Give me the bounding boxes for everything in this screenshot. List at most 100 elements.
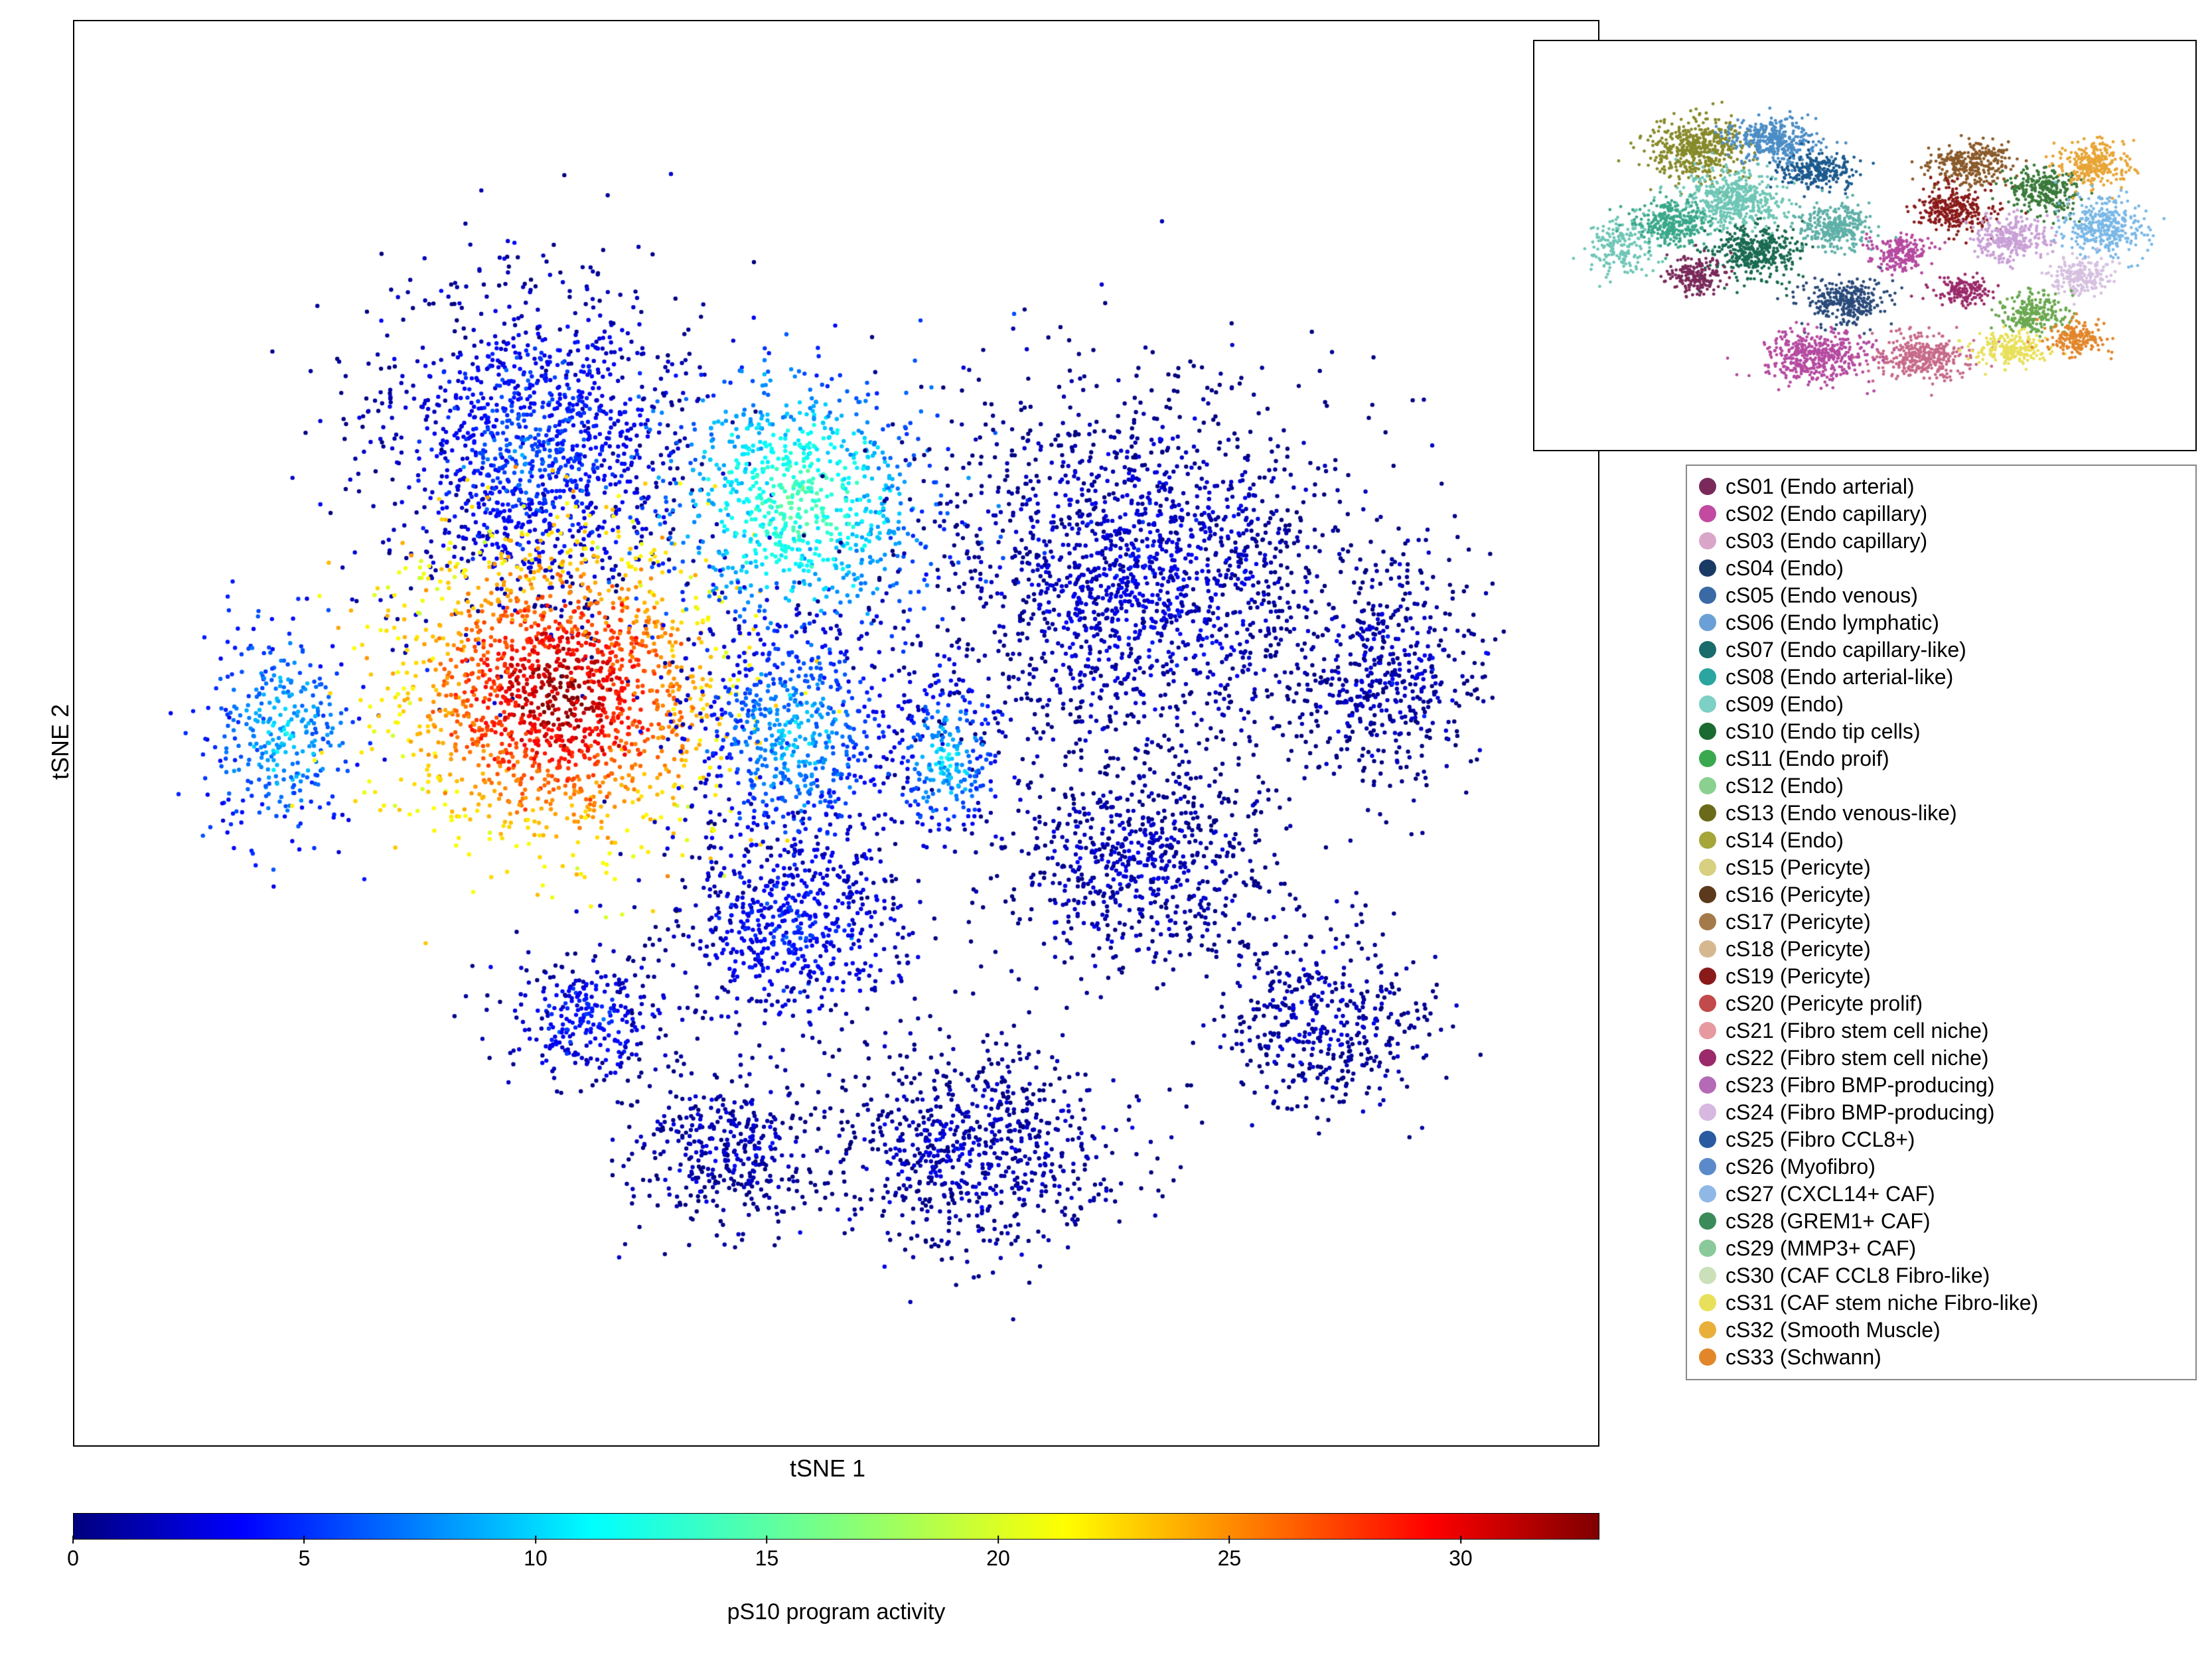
legend-label: cS25 (Fibro CCL8+) <box>1726 1129 1915 1150</box>
colorbar-ticks: 051015202530 <box>73 1540 1599 1573</box>
colorbar-tick: 10 <box>524 1540 548 1571</box>
legend-swatch-icon <box>1699 559 1716 577</box>
legend-label: cS05 (Endo venous) <box>1726 585 1918 606</box>
legend-item: cS21 (Fibro stem cell niche) <box>1699 1017 2183 1044</box>
legend-swatch-icon <box>1699 940 1716 958</box>
legend-item: cS09 (Endo) <box>1699 690 2183 717</box>
legend-label: cS26 (Myofibro) <box>1726 1156 1876 1177</box>
legend-label: cS20 (Pericyte prolif) <box>1726 993 1923 1014</box>
legend-item: cS25 (Fibro CCL8+) <box>1699 1125 2183 1153</box>
legend-label: cS24 (Fibro BMP-producing) <box>1726 1102 1994 1123</box>
tsne-main-canvas <box>74 21 1598 1445</box>
legend-item: cS23 (Fibro BMP-producing) <box>1699 1071 2183 1098</box>
legend-item: cS07 (Endo capillary-like) <box>1699 636 2183 663</box>
tsne-inset-plot <box>1533 40 2197 451</box>
legend-label: cS21 (Fibro stem cell niche) <box>1726 1020 1989 1041</box>
figure-container: tSNE 2 tSNE 1 cS01 (Endo arterial) cS02 (… <box>0 0 2212 1659</box>
legend-label: cS30 (CAF CCL8 Fibro-like) <box>1726 1265 1990 1286</box>
legend-swatch-icon <box>1699 587 1716 604</box>
colorbar-tick: 30 <box>1449 1540 1473 1571</box>
legend-label: cS10 (Endo tip cells) <box>1726 721 1920 742</box>
legend-label: cS07 (Endo capillary-like) <box>1726 639 1966 660</box>
legend-swatch-icon <box>1699 614 1716 631</box>
legend-item: cS05 (Endo venous) <box>1699 581 2183 609</box>
legend-label: cS19 (Pericyte) <box>1726 966 1871 987</box>
legend-label: cS12 (Endo) <box>1726 775 1844 796</box>
legend-item: cS13 (Endo venous-like) <box>1699 799 2183 826</box>
legend-label: cS23 (Fibro BMP-producing) <box>1726 1074 1994 1096</box>
legend-swatch-icon <box>1699 1131 1716 1148</box>
legend-swatch-icon <box>1699 1158 1716 1175</box>
tsne-main-plot <box>73 20 1599 1447</box>
legend-label: cS15 (Pericyte) <box>1726 857 1871 878</box>
legend-item: cS02 (Endo capillary) <box>1699 500 2183 527</box>
legend-swatch-icon <box>1699 1076 1716 1094</box>
x-axis-label: tSNE 1 <box>790 1455 865 1482</box>
legend-swatch-icon <box>1699 913 1716 930</box>
legend-swatch-icon <box>1699 777 1716 794</box>
colorbar-label: pS10 program activity <box>73 1599 1599 1625</box>
legend-item: cS04 (Endo) <box>1699 554 2183 581</box>
legend-item: cS10 (Endo tip cells) <box>1699 717 2183 745</box>
legend-label: cS22 (Fibro stem cell niche) <box>1726 1047 1989 1068</box>
legend-item: cS18 (Pericyte) <box>1699 935 2183 962</box>
tsne-inset-canvas <box>1534 41 2195 450</box>
legend-swatch-icon <box>1699 1104 1716 1121</box>
legend-swatch-icon <box>1699 1240 1716 1257</box>
legend-label: cS08 (Endo arterial-like) <box>1726 666 1953 687</box>
legend-item: cS14 (Endo) <box>1699 826 2183 853</box>
colorbar-tick: 20 <box>986 1540 1010 1571</box>
legend-swatch-icon <box>1699 1185 1716 1202</box>
legend-label: cS06 (Endo lymphatic) <box>1726 612 1939 633</box>
legend-label: cS27 (CXCL14+ CAF) <box>1726 1183 1935 1204</box>
legend-swatch-icon <box>1699 1049 1716 1066</box>
legend-swatch-icon <box>1699 1022 1716 1039</box>
legend-item: cS29 (MMP3+ CAF) <box>1699 1234 2183 1262</box>
legend-item: cS17 (Pericyte) <box>1699 908 2183 935</box>
legend-label: cS33 (Schwann) <box>1726 1346 1881 1368</box>
legend-swatch-icon <box>1699 641 1716 658</box>
legend-label: cS31 (CAF stem niche Fibro-like) <box>1726 1292 2038 1313</box>
legend-swatch-icon <box>1699 505 1716 522</box>
legend-label: cS01 (Endo arterial) <box>1726 476 1915 497</box>
legend-item: cS20 (Pericyte prolif) <box>1699 989 2183 1017</box>
colorbar-tick: 25 <box>1218 1540 1242 1571</box>
legend-label: cS17 (Pericyte) <box>1726 911 1871 932</box>
legend-item: cS27 (CXCL14+ CAF) <box>1699 1180 2183 1207</box>
legend-item: cS12 (Endo) <box>1699 772 2183 799</box>
legend-label: cS32 (Smooth Muscle) <box>1726 1319 1941 1340</box>
legend-swatch-icon <box>1699 968 1716 985</box>
legend-item: cS33 (Schwann) <box>1699 1343 2183 1370</box>
legend-item: cS11 (Endo proif) <box>1699 745 2183 772</box>
legend-item: cS08 (Endo arterial-like) <box>1699 663 2183 690</box>
legend-label: cS14 (Endo) <box>1726 830 1844 851</box>
y-axis-label: tSNE 2 <box>46 704 74 780</box>
legend-item: cS03 (Endo capillary) <box>1699 527 2183 554</box>
legend-swatch-icon <box>1699 478 1716 495</box>
legend-label: cS13 (Endo venous-like) <box>1726 802 1957 824</box>
legend-item: cS15 (Pericyte) <box>1699 853 2183 881</box>
legend-swatch-icon <box>1699 1267 1716 1284</box>
legend-label: cS29 (MMP3+ CAF) <box>1726 1238 1916 1259</box>
legend-swatch-icon <box>1699 886 1716 903</box>
legend-item: cS26 (Myofibro) <box>1699 1153 2183 1180</box>
legend-swatch-icon <box>1699 1348 1716 1366</box>
legend-swatch-icon <box>1699 804 1716 822</box>
colorbar-tick: 15 <box>755 1540 779 1571</box>
legend-label: cS02 (Endo capillary) <box>1726 503 1927 524</box>
legend-item: cS01 (Endo arterial) <box>1699 472 2183 500</box>
cluster-legend: cS01 (Endo arterial) cS02 (Endo capillary… <box>1686 465 2197 1380</box>
colorbar-tick: 5 <box>299 1540 311 1571</box>
legend-swatch-icon <box>1699 532 1716 549</box>
legend-label: cS09 (Endo) <box>1726 693 1844 715</box>
legend-label: cS03 (Endo capillary) <box>1726 530 1927 551</box>
legend-swatch-icon <box>1699 831 1716 849</box>
legend-swatch-icon <box>1699 750 1716 767</box>
legend-swatch-icon <box>1699 1294 1716 1311</box>
legend-item: cS30 (CAF CCL8 Fibro-like) <box>1699 1262 2183 1289</box>
legend-label: cS11 (Endo proif) <box>1726 748 1889 769</box>
legend-swatch-icon <box>1699 723 1716 740</box>
legend-swatch-icon <box>1699 859 1716 876</box>
legend-item: cS06 (Endo lymphatic) <box>1699 609 2183 636</box>
legend-label: cS04 (Endo) <box>1726 557 1844 579</box>
